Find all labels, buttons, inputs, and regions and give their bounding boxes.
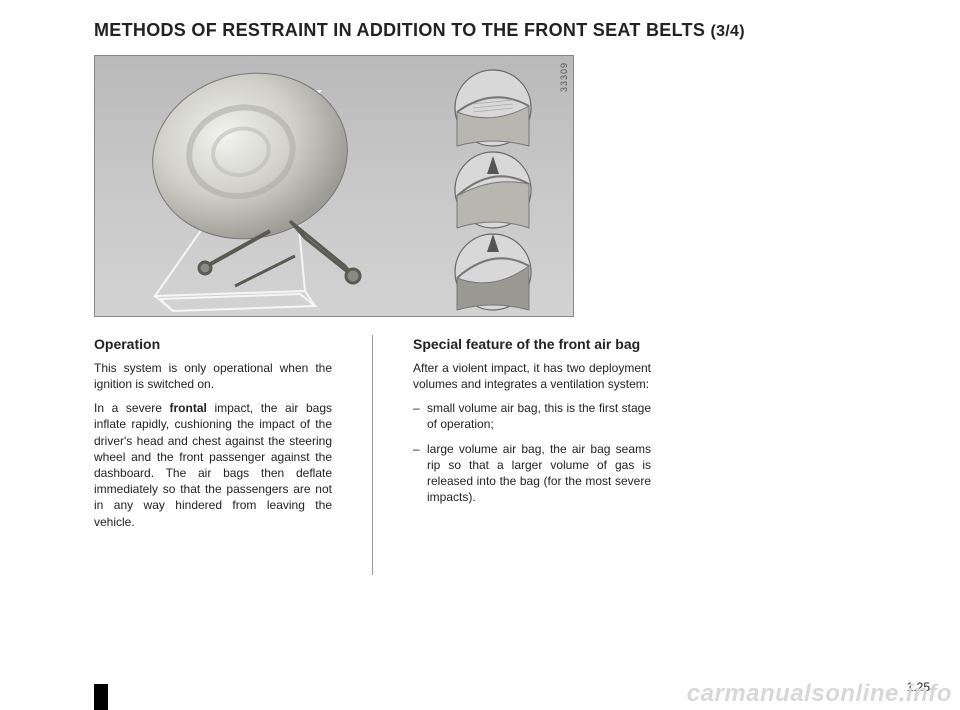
operation-p1: This system is only operational when the… [94,360,332,392]
op-p2-a: In a severe [94,401,170,415]
op-p2-b: impact, the air bags inflate rapidly, cu… [94,401,332,528]
special-p1: After a violent impact, it has two deplo… [413,360,651,392]
special-list: small volume air bag, this is the first … [413,400,651,505]
operation-heading: Operation [94,335,332,354]
title-part: (3/4) [710,23,744,40]
airbag-figure: 33309 [94,55,574,317]
special-heading: Special feature of the front air bag [413,335,651,354]
column-special-feature: Special feature of the front air bag Aft… [413,335,651,575]
page-title: METHODS OF RESTRAINT IN ADDITION TO THE … [94,20,894,41]
title-main: METHODS OF RESTRAINT IN ADDITION TO THE … [94,20,705,40]
column-divider [372,335,373,575]
section-tab [94,684,108,710]
op-p2-bold: frontal [170,401,207,415]
airbag-illustration [95,56,574,317]
text-columns: Operation This system is only operationa… [94,335,854,575]
page-number: 1.25 [907,680,930,694]
operation-p2: In a severe frontal impact, the air bags… [94,400,332,530]
special-li2: large volume air bag, the air bag seams … [413,441,651,506]
manual-page: METHODS OF RESTRAINT IN ADDITION TO THE … [94,20,894,680]
column-operation: Operation This system is only operationa… [94,335,332,575]
figure-id: 33309 [559,62,569,92]
special-li1: small volume air bag, this is the first … [413,400,651,432]
